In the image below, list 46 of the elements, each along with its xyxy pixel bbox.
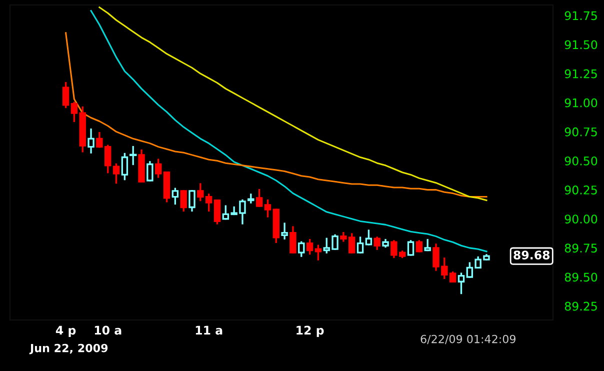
text: Jun 22, 2009 [29, 344, 108, 354]
candlestick [112, 163, 120, 184]
candlestick [290, 226, 296, 254]
candlestick [416, 240, 423, 252]
candlestick [298, 241, 305, 257]
y-tick-label: 90.00 [564, 214, 598, 224]
candlestick [62, 82, 70, 108]
candlestick [356, 236, 364, 254]
line-series [65, 32, 488, 198]
y-tick-label: 91.00 [564, 98, 598, 108]
candlestick [88, 128, 94, 154]
candlestick [281, 222, 288, 240]
candlestick [407, 240, 414, 256]
x-tick-label: 11 a [196, 326, 222, 335]
y-tick-label: 89.50 [564, 272, 598, 282]
line-series [90, 10, 488, 252]
y-tick-label: 89.75 [564, 244, 597, 253]
candlestick [70, 102, 78, 122]
candlestick [256, 188, 263, 207]
candlestick [458, 272, 465, 294]
candlestick [146, 161, 154, 182]
line-series [98, 6, 488, 202]
candlestick [374, 236, 380, 250]
x-tick-label: 4 p [56, 326, 76, 337]
y-tick-label: 91.75 [564, 11, 597, 20]
candlestick [365, 230, 372, 246]
candlestick [154, 158, 162, 178]
y-tick-label: 90.25 [564, 186, 597, 194]
candlestick [121, 152, 128, 180]
text: 6/22/09 01:42:09 [420, 334, 516, 344]
text: 89.68 [514, 250, 550, 260]
candlestick [180, 190, 187, 212]
candlestick [424, 238, 431, 252]
y-tick-label: 90.75 [564, 127, 597, 136]
candlestick [264, 199, 272, 218]
y-tick-label: 91.25 [564, 69, 597, 78]
y-tick-label: 90.50 [564, 156, 598, 166]
candlestick [214, 199, 221, 224]
candlestick [172, 188, 179, 205]
y-tick-label: 89.25 [564, 302, 597, 311]
x-tick-label: 10 a [94, 326, 122, 335]
candlestick [188, 190, 196, 212]
y-tick-label: 91.50 [564, 40, 598, 50]
candlestick [306, 238, 314, 255]
x-tick-label: 12 p [296, 326, 324, 337]
candlestick [314, 244, 322, 260]
